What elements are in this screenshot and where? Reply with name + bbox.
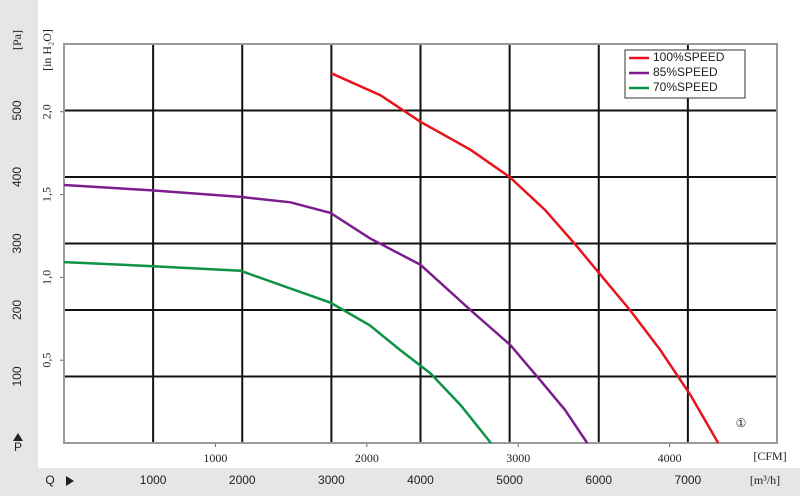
x-tick-label: 6000	[585, 473, 612, 487]
x2-tick-label: 1000	[203, 451, 227, 465]
y-tick-label: 300	[10, 233, 24, 253]
y2-tick-label: 1,5	[40, 187, 54, 202]
legend-label: 85%SPEED	[653, 65, 718, 79]
x-arrow	[66, 476, 74, 486]
x-label: [m³/h]	[750, 473, 780, 487]
series-line	[63, 260, 492, 444]
legend-label: 100%SPEED	[653, 50, 725, 64]
y2-tick-label: 2,0	[40, 104, 54, 119]
x-tick-label: 3000	[318, 473, 345, 487]
x-tick-label: 5000	[496, 473, 523, 487]
x-tick-label: 4000	[407, 473, 434, 487]
x-tick-label: 7000	[675, 473, 702, 487]
y-symbol: P	[14, 440, 22, 454]
series-line	[330, 72, 720, 444]
legend-label: 70%SPEED	[653, 80, 718, 94]
y2-tick-label: 1,0	[40, 270, 54, 285]
x-tick-label: 2000	[229, 473, 256, 487]
y-tick-label: 200	[10, 300, 24, 320]
x-tick-label: 1000	[140, 473, 167, 487]
x2-tick-label: 2000	[355, 451, 379, 465]
y2-label: [in H₂O]	[40, 29, 54, 71]
bottom-band	[0, 468, 800, 496]
y-tick-label: 500	[10, 100, 24, 120]
y2-tick-label: 0,5	[40, 353, 54, 368]
y-tick-label: 100	[10, 366, 24, 386]
left-band	[0, 0, 38, 468]
x-symbol: Q	[45, 473, 54, 487]
y-tick-label: 400	[10, 167, 24, 187]
y-label: [Pa]	[10, 30, 24, 50]
x2-label: [CFM]	[753, 449, 786, 463]
x2-tick-label: 4000	[658, 451, 682, 465]
y-arrow	[13, 433, 23, 441]
x2-tick-label: 3000	[506, 451, 530, 465]
plot-frame	[63, 43, 778, 444]
annotation: ①	[736, 416, 747, 430]
series-line	[63, 183, 589, 444]
